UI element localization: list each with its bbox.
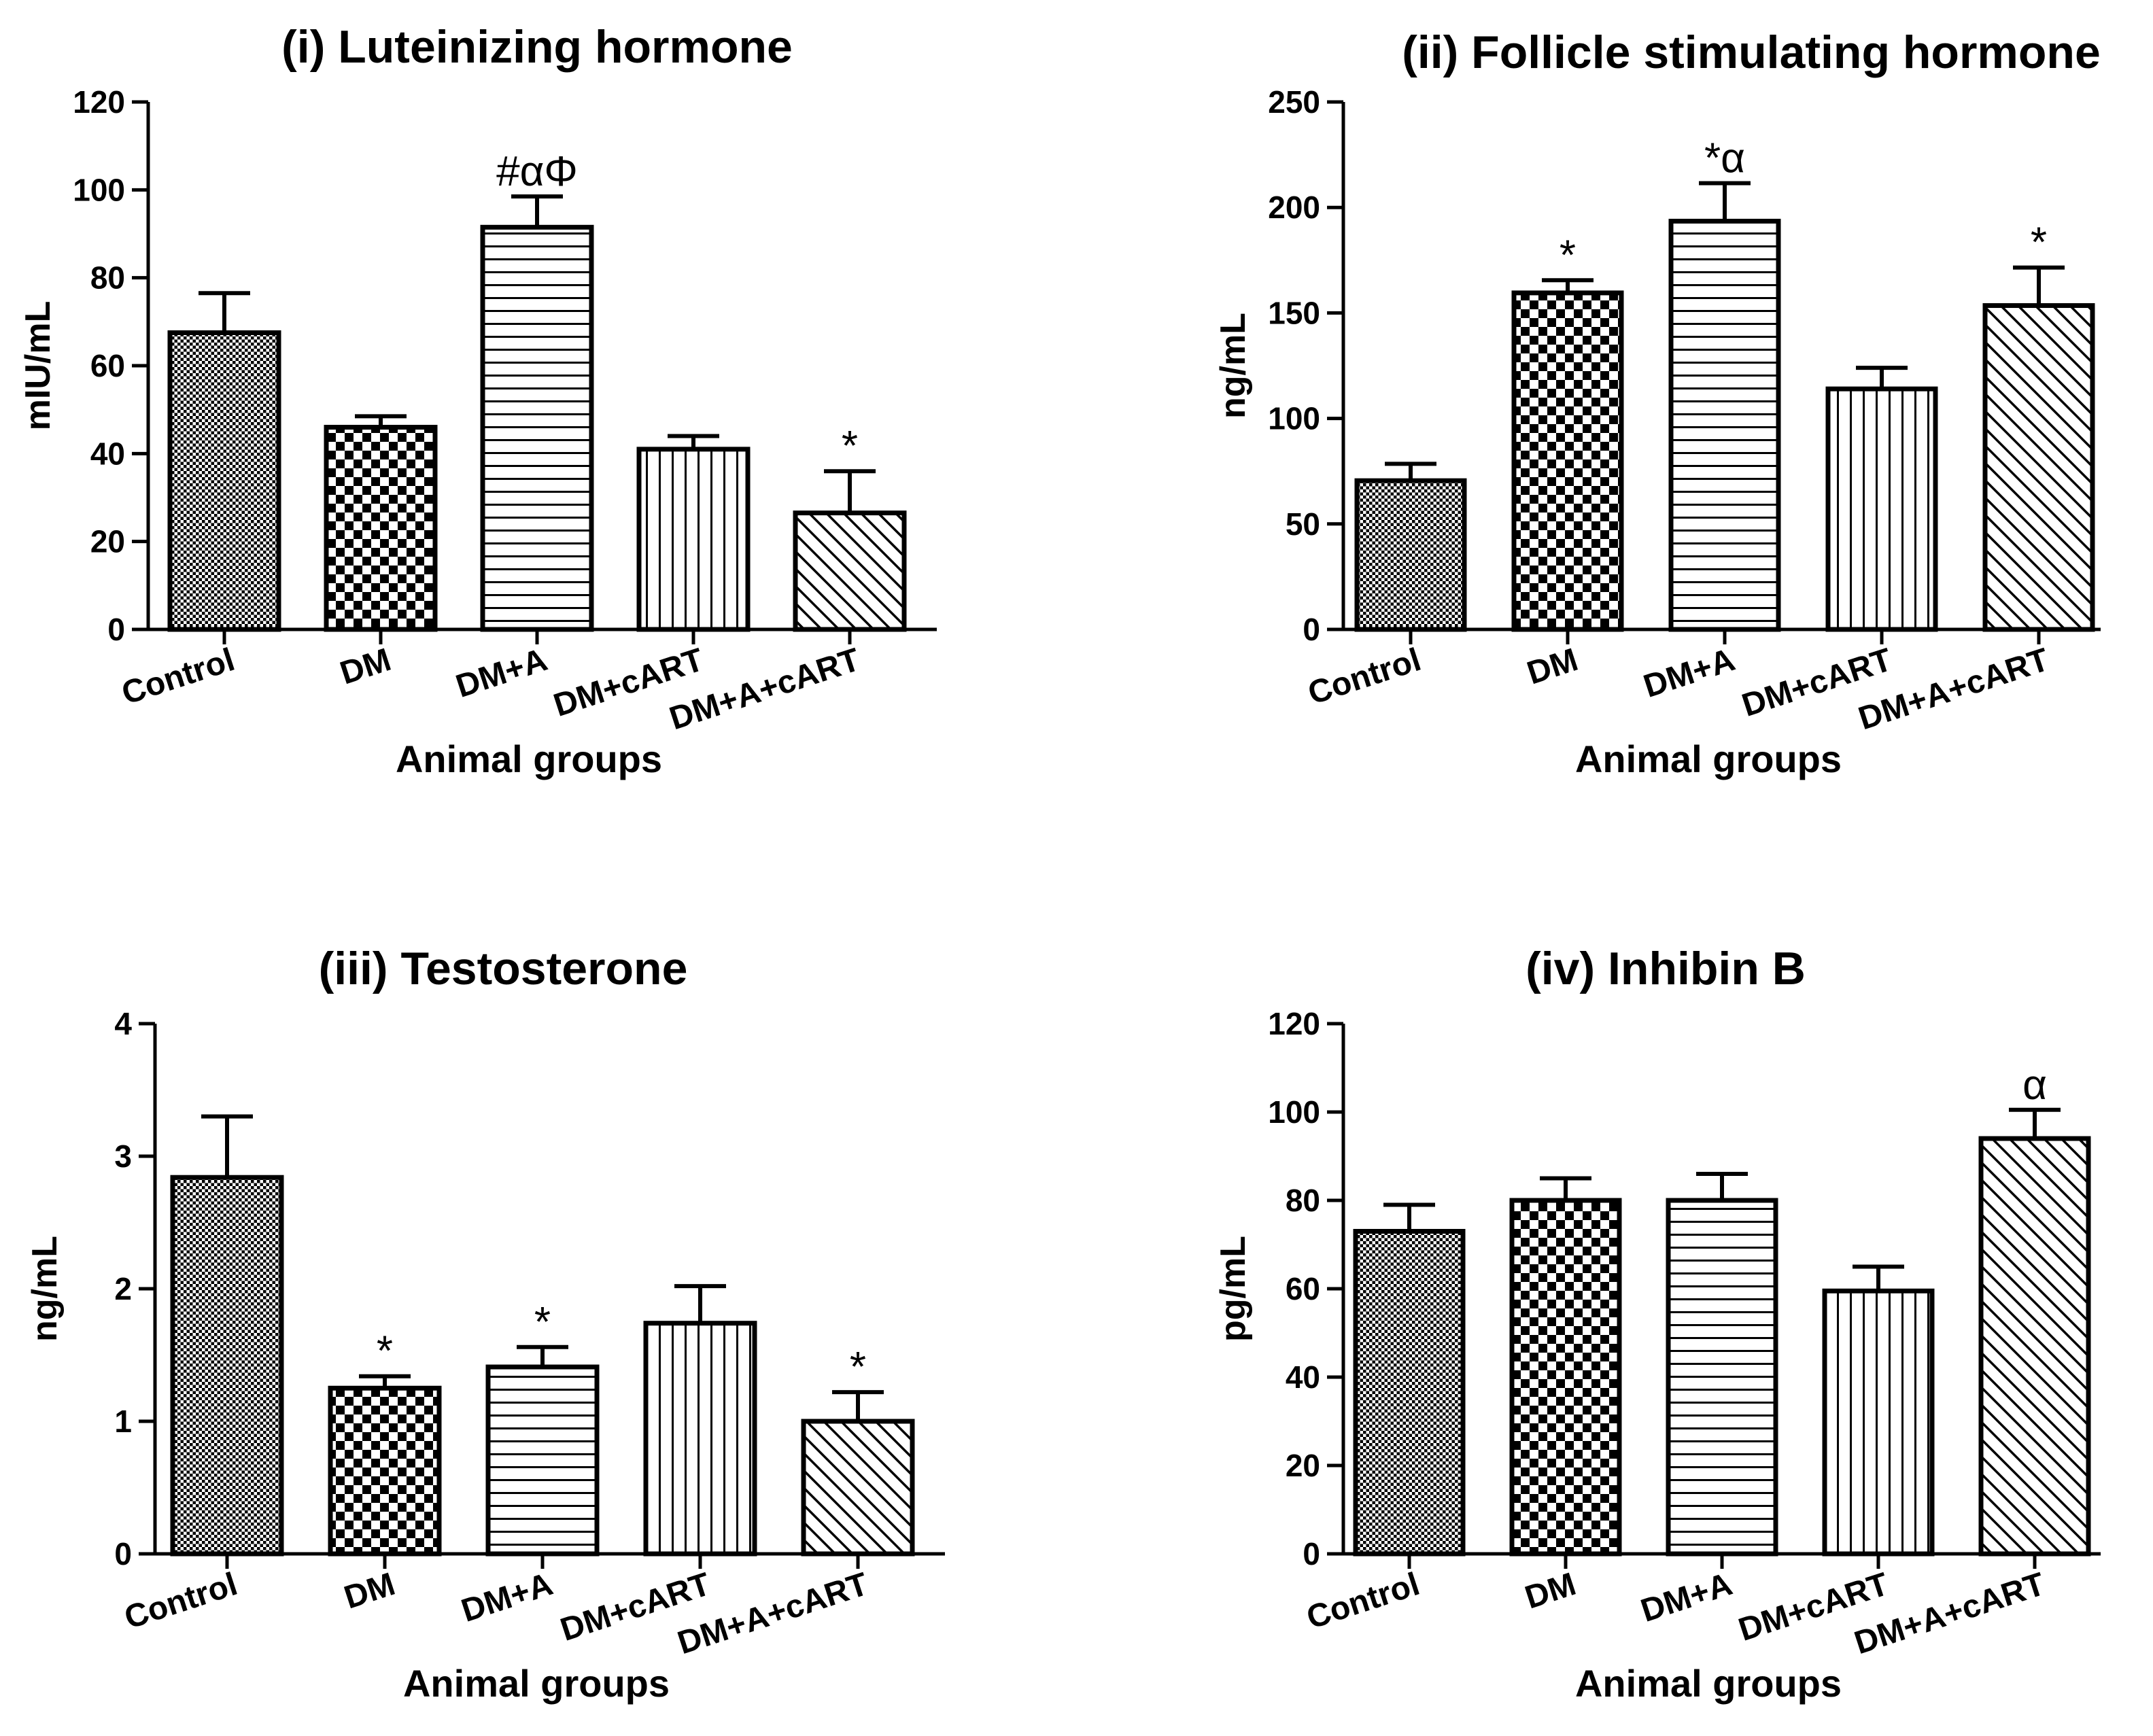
- y-tick-label: 250: [1268, 84, 1320, 120]
- y-tick-label: 20: [1286, 1448, 1320, 1483]
- category-label: DM: [336, 642, 395, 691]
- chart-panel-2: (ii) Follicle stimulating hormone 0 50 100 1…: [1213, 27, 2101, 780]
- category-label: DM+A: [1639, 642, 1739, 705]
- y-axis-label: pg/mL: [1213, 1236, 1253, 1342]
- bar: [1982, 303, 2095, 632]
- bar: [1668, 218, 1781, 632]
- bar: [170, 1175, 284, 1557]
- significance-label: #αΦ: [496, 148, 578, 195]
- bar: [1353, 1229, 1466, 1557]
- category-label: DM+A: [457, 1566, 557, 1629]
- bar: [485, 1364, 600, 1557]
- y-tick-label: 120: [73, 84, 125, 120]
- bar: [793, 510, 907, 632]
- y-tick-label: 0: [114, 1536, 132, 1572]
- y-tick-label: 60: [1286, 1271, 1320, 1306]
- chart-title: (i) Luteinizing hormone: [281, 21, 793, 73]
- y-tick-label: 100: [1268, 401, 1320, 436]
- category-label: DM+A: [451, 642, 551, 705]
- significance-label: *: [1560, 232, 1576, 279]
- chart-panel-4: (iv) Inhibin B 0 20 40 60 80 100 120 pg/mL Contro…: [1213, 943, 2101, 1705]
- bar: [328, 1385, 442, 1557]
- category-label: Control: [1303, 1566, 1424, 1636]
- y-axis-label: ng/mL: [25, 1236, 65, 1342]
- y-tick-label: 120: [1268, 1006, 1320, 1041]
- significance-label: *α: [1704, 135, 1745, 182]
- chart-title: (iii) Testosterone: [319, 943, 688, 994]
- category-label: Control: [1304, 642, 1426, 712]
- y-tick-label: 50: [1286, 506, 1320, 542]
- significance-label: *: [850, 1344, 866, 1391]
- category-label: DM: [1523, 642, 1582, 691]
- bar: [1511, 290, 1624, 632]
- bar: [1666, 1198, 1778, 1557]
- bar: [1978, 1136, 2091, 1557]
- significance-label: *: [377, 1328, 393, 1375]
- chart-title: (ii) Follicle stimulating hormone: [1402, 27, 2101, 78]
- bar: [1509, 1198, 1622, 1557]
- bar: [643, 1321, 757, 1557]
- significance-label: *: [2031, 220, 2047, 266]
- y-axis-label: mIU/mL: [18, 301, 58, 431]
- bar: [801, 1419, 915, 1557]
- category-label: DM: [1521, 1566, 1580, 1616]
- bar: [636, 447, 751, 632]
- chart-title: (iv) Inhibin B: [1526, 943, 1806, 994]
- significance-label: α: [2022, 1062, 2047, 1109]
- category-label: DM: [340, 1566, 399, 1616]
- x-axis-label: Animal groups: [1575, 1662, 1842, 1705]
- y-tick-label: 0: [107, 612, 125, 647]
- y-tick-label: 0: [1303, 612, 1320, 647]
- category-label: Control: [120, 1566, 242, 1636]
- y-tick-label: 80: [90, 260, 125, 296]
- category-label: DM+A: [1636, 1566, 1736, 1629]
- y-tick-label: 1: [114, 1404, 132, 1439]
- y-tick-label: 150: [1268, 295, 1320, 330]
- y-tick-label: 100: [1268, 1094, 1320, 1130]
- bar: [324, 425, 438, 632]
- category-label: Control: [118, 642, 239, 712]
- bar: [167, 330, 281, 632]
- x-axis-label: Animal groups: [403, 1662, 670, 1705]
- y-tick-label: 40: [90, 436, 125, 471]
- significance-label: *: [534, 1299, 551, 1346]
- y-tick-label: 40: [1286, 1359, 1320, 1395]
- y-tick-label: 80: [1286, 1183, 1320, 1218]
- x-axis-label: Animal groups: [1575, 737, 1842, 780]
- bar: [1354, 478, 1467, 632]
- y-tick-label: 60: [90, 348, 125, 383]
- y-tick-label: 2: [114, 1271, 132, 1306]
- x-axis-label: Animal groups: [396, 737, 662, 780]
- y-tick-label: 200: [1268, 190, 1320, 225]
- significance-label: *: [842, 423, 858, 470]
- chart-panel-1: (i) Luteinizing hormone 0 20 40 60 80 100 120 mI…: [18, 21, 937, 780]
- bar: [1822, 1288, 1935, 1557]
- y-tick-label: 100: [73, 172, 125, 207]
- y-tick-label: 4: [114, 1006, 132, 1041]
- bar: [480, 224, 594, 632]
- bar: [1825, 386, 1938, 632]
- y-tick-label: 0: [1303, 1536, 1320, 1572]
- chart-panel-3: (iii) Testosterone 0 1 2 3 4 ng/mL Control DM * DM…: [25, 943, 945, 1705]
- y-tick-label: 3: [114, 1139, 132, 1174]
- y-tick-label: 20: [90, 524, 125, 559]
- y-axis-label: ng/mL: [1213, 313, 1253, 419]
